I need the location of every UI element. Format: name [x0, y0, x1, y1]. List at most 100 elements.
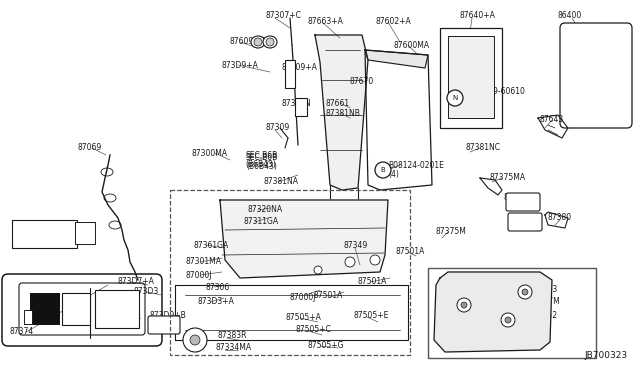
FancyBboxPatch shape [148, 316, 180, 334]
Text: SEC.B6B: SEC.B6B [245, 151, 277, 160]
Text: 87381NC: 87381NC [466, 144, 501, 153]
Text: 87505+C: 87505+C [296, 326, 332, 334]
FancyBboxPatch shape [2, 274, 162, 346]
Circle shape [183, 328, 207, 352]
Text: 985HI: 985HI [463, 108, 486, 116]
Circle shape [190, 335, 200, 345]
Text: 87000J: 87000J [185, 270, 211, 279]
Text: 873D3+A: 873D3+A [198, 298, 235, 307]
Ellipse shape [263, 36, 277, 48]
Text: 87300MA: 87300MA [192, 148, 228, 157]
Text: 87400F: 87400F [436, 294, 465, 302]
Text: 87334MA: 87334MA [215, 343, 251, 353]
Text: 87320NA: 87320NA [248, 205, 283, 215]
Bar [440, 28, 502, 128]
Text: SEC.253: SEC.253 [14, 228, 45, 237]
Text: 87301MA: 87301MA [185, 257, 221, 266]
Bar [30, 293, 60, 325]
Circle shape [522, 289, 528, 295]
Circle shape [461, 302, 467, 308]
Bar [428, 268, 596, 358]
Text: 873D9+A: 873D9+A [222, 61, 259, 70]
Polygon shape [365, 50, 428, 68]
Circle shape [447, 90, 463, 106]
Bar [170, 190, 410, 355]
Text: 87670: 87670 [350, 77, 374, 87]
Circle shape [375, 162, 391, 178]
Text: 87380: 87380 [548, 214, 572, 222]
Bar [95, 290, 139, 328]
Text: JB700323: JB700323 [585, 351, 628, 360]
Polygon shape [315, 35, 368, 190]
Text: 87505+E: 87505+E [354, 311, 389, 321]
Text: SEC.B6B: SEC.B6B [246, 154, 278, 163]
Circle shape [370, 255, 380, 265]
Circle shape [314, 266, 322, 274]
Text: (B6B43): (B6B43) [246, 163, 277, 171]
Polygon shape [434, 272, 552, 352]
Text: (20565X): (20565X) [14, 237, 49, 246]
Text: 87381N: 87381N [281, 99, 311, 108]
Bar [448, 36, 494, 118]
Circle shape [505, 317, 511, 323]
Circle shape [457, 298, 471, 312]
Text: (B6B43): (B6B43) [245, 160, 276, 169]
FancyBboxPatch shape [508, 213, 542, 231]
Text: 87311GA: 87311GA [243, 218, 278, 227]
Text: 873D9: 873D9 [108, 311, 133, 321]
Text: 87381NB: 87381NB [326, 109, 361, 118]
Circle shape [254, 38, 262, 46]
Text: 87600MA: 87600MA [394, 41, 430, 49]
Text: 87062: 87062 [534, 311, 558, 321]
Text: N08919-60610: N08919-60610 [468, 87, 525, 96]
FancyBboxPatch shape [560, 23, 632, 128]
Text: 87066NA: 87066NA [436, 305, 471, 314]
Text: 87505+A: 87505+A [286, 312, 322, 321]
Circle shape [266, 38, 274, 46]
Text: 87375MA: 87375MA [490, 173, 526, 183]
Text: 87349: 87349 [343, 241, 367, 250]
Text: 87309: 87309 [265, 124, 289, 132]
Text: 87375M: 87375M [436, 228, 467, 237]
Text: 87381NA: 87381NA [264, 177, 299, 186]
Text: 87317M: 87317M [530, 298, 561, 307]
Text: (20565X): (20565X) [14, 234, 49, 243]
FancyBboxPatch shape [506, 193, 540, 211]
Text: 86400: 86400 [558, 10, 582, 19]
Bar [285, 60, 295, 88]
Text: (4): (4) [388, 170, 399, 179]
Text: 87661: 87661 [326, 99, 350, 108]
Text: 87374: 87374 [10, 327, 35, 337]
Text: 87602+A: 87602+A [375, 17, 411, 26]
Text: 873D9+B: 873D9+B [149, 311, 186, 321]
Text: 87069: 87069 [77, 144, 101, 153]
Text: 87505+G: 87505+G [308, 340, 344, 350]
Text: B: B [381, 167, 385, 173]
Text: 873D7+A: 873D7+A [118, 276, 155, 285]
Text: 87501A: 87501A [314, 291, 344, 299]
Text: 87643: 87643 [540, 115, 564, 125]
Bar [12, 220, 77, 248]
Text: 87609+C: 87609+C [229, 38, 265, 46]
Text: 87501A: 87501A [358, 276, 387, 285]
Polygon shape [220, 200, 388, 278]
Text: 87380+A: 87380+A [504, 193, 540, 202]
Text: 87663+A: 87663+A [308, 17, 344, 26]
Text: 87609+A: 87609+A [281, 64, 317, 73]
Circle shape [518, 285, 532, 299]
Ellipse shape [251, 36, 265, 48]
Bar [24, 310, 32, 324]
Bar [75, 222, 95, 244]
Text: B08124-0201E: B08124-0201E [388, 160, 444, 170]
Text: SEC.253: SEC.253 [14, 224, 45, 232]
Text: 87063: 87063 [534, 285, 558, 295]
Text: N: N [452, 95, 458, 101]
Text: 87000J: 87000J [290, 294, 317, 302]
Text: 873D3: 873D3 [134, 288, 159, 296]
Bar [295, 98, 307, 116]
Text: 87307+C: 87307+C [265, 10, 301, 19]
Circle shape [345, 257, 355, 267]
Circle shape [501, 313, 515, 327]
Text: 87640+A: 87640+A [460, 10, 496, 19]
Text: 87361GA: 87361GA [193, 241, 228, 250]
